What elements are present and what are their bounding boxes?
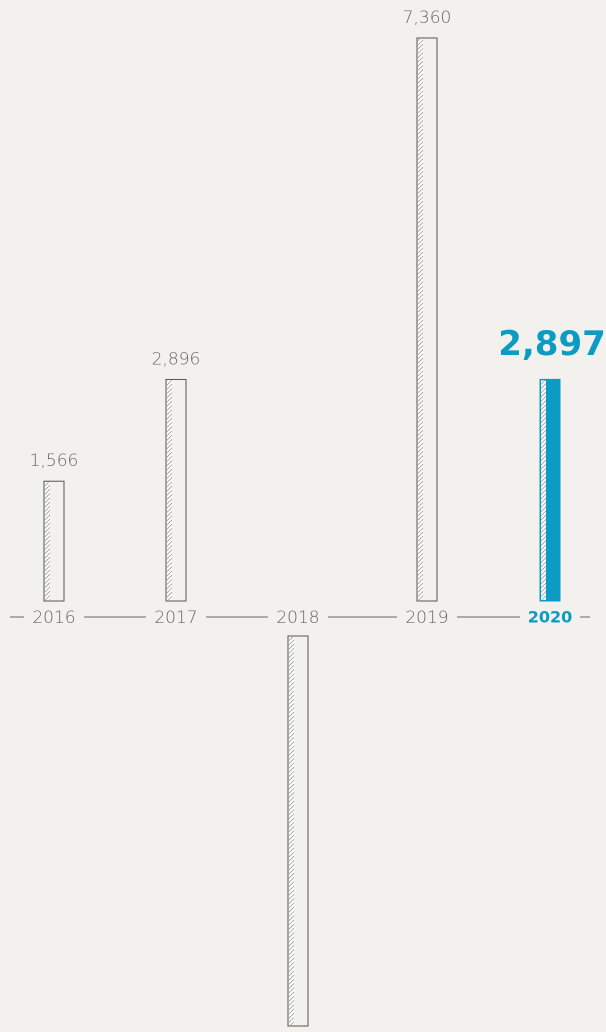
x-tick-label: 2016 — [32, 608, 75, 628]
bar — [416, 37, 438, 602]
x-tick-label: 2018 — [276, 608, 319, 628]
bar — [539, 378, 561, 602]
x-tick-gap — [520, 607, 580, 627]
bar — [43, 480, 65, 602]
value-label: 2,897 — [498, 324, 606, 364]
value-label: 1,566 — [30, 451, 79, 471]
bar — [165, 378, 187, 602]
x-tick-gap — [397, 607, 457, 627]
bar-part — [289, 637, 294, 1025]
bar-part — [167, 380, 172, 600]
value-label: 2,896 — [152, 349, 201, 369]
x-tick-label: 2019 — [405, 608, 448, 628]
value-label: 7,360 — [403, 8, 452, 28]
bar-part — [418, 39, 423, 600]
bar — [287, 635, 309, 1027]
x-tick-gap — [268, 607, 328, 627]
x-tick-label: 2017 — [154, 608, 197, 628]
x-tick-gap — [146, 607, 206, 627]
x-tick-label: 2020 — [528, 608, 573, 627]
bar-part — [541, 380, 546, 600]
bar-part — [45, 482, 50, 600]
x-tick-gap — [24, 607, 84, 627]
